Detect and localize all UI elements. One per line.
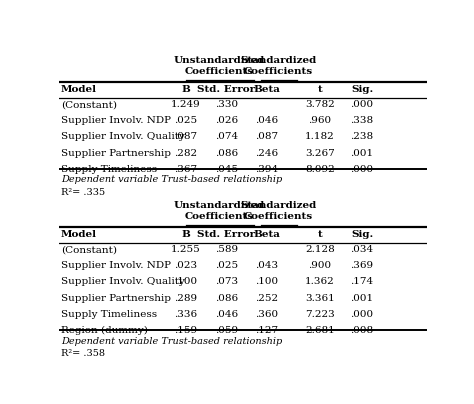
Text: 8.092: 8.092 <box>305 165 335 174</box>
Text: Model: Model <box>61 84 97 94</box>
Text: Standardized
Coefficients: Standardized Coefficients <box>240 56 316 76</box>
Text: .025: .025 <box>215 261 238 270</box>
Text: .589: .589 <box>215 245 238 254</box>
Text: Region (dummy): Region (dummy) <box>61 326 148 335</box>
Text: .336: .336 <box>174 310 198 319</box>
Text: Unstandardized
Coefficients: Unstandardized Coefficients <box>173 201 264 221</box>
Text: .025: .025 <box>174 116 198 125</box>
Text: 3.782: 3.782 <box>305 100 335 109</box>
Text: .059: .059 <box>215 326 238 335</box>
Text: Supplier Involv. NDP: Supplier Involv. NDP <box>61 116 171 125</box>
Text: 1.249: 1.249 <box>171 100 201 109</box>
Text: .026: .026 <box>215 116 238 125</box>
Text: Supply Timeliness: Supply Timeliness <box>61 310 157 319</box>
Text: .001: .001 <box>350 149 374 158</box>
Text: .000: .000 <box>350 100 374 109</box>
Text: 7.223: 7.223 <box>305 310 335 319</box>
Text: .127: .127 <box>255 326 278 335</box>
Text: .246: .246 <box>255 149 278 158</box>
Text: Unstandardized
Coefficients: Unstandardized Coefficients <box>173 56 264 76</box>
Text: .001: .001 <box>350 294 374 303</box>
Text: .087: .087 <box>255 133 278 141</box>
Text: .045: .045 <box>215 165 238 174</box>
Text: Dependent variable Trust-based relationship: Dependent variable Trust-based relations… <box>61 337 283 345</box>
Text: .394: .394 <box>255 165 278 174</box>
Text: .367: .367 <box>174 165 198 174</box>
Text: .000: .000 <box>350 310 374 319</box>
Text: .074: .074 <box>215 133 238 141</box>
Text: B: B <box>182 84 191 94</box>
Text: .086: .086 <box>215 294 238 303</box>
Text: .338: .338 <box>350 116 374 125</box>
Text: .100: .100 <box>255 278 278 286</box>
Text: .000: .000 <box>350 165 374 174</box>
Text: Sig.: Sig. <box>351 229 374 238</box>
Text: Supplier Partnership: Supplier Partnership <box>61 149 171 158</box>
Text: R²= .358: R²= .358 <box>61 349 105 358</box>
Text: 3.267: 3.267 <box>305 149 335 158</box>
Text: Model: Model <box>61 229 97 238</box>
Text: 1.362: 1.362 <box>305 278 335 286</box>
Text: .960: .960 <box>309 116 332 125</box>
Text: Standardized
Coefficients: Standardized Coefficients <box>240 201 316 221</box>
Text: Beta: Beta <box>254 229 280 238</box>
Text: Supplier Involv. Quality: Supplier Involv. Quality <box>61 278 185 286</box>
Text: .073: .073 <box>215 278 238 286</box>
Text: Supplier Partnership: Supplier Partnership <box>61 294 171 303</box>
Text: .330: .330 <box>215 100 238 109</box>
Text: Supply Timeliness: Supply Timeliness <box>61 165 157 174</box>
Text: Dependent variable Trust-based relationship: Dependent variable Trust-based relations… <box>61 175 283 184</box>
Text: (Constant): (Constant) <box>61 100 117 109</box>
Text: R²= .335: R²= .335 <box>61 188 105 197</box>
Text: t: t <box>318 84 322 94</box>
Text: .282: .282 <box>174 149 198 158</box>
Text: Supplier Involv. Quality: Supplier Involv. Quality <box>61 133 185 141</box>
Text: .100: .100 <box>174 278 198 286</box>
Text: .034: .034 <box>350 245 374 254</box>
Text: .238: .238 <box>350 133 374 141</box>
Text: .086: .086 <box>215 149 238 158</box>
Text: Supplier Involv. NDP: Supplier Involv. NDP <box>61 261 171 270</box>
Text: 1.182: 1.182 <box>305 133 335 141</box>
Text: .360: .360 <box>255 310 278 319</box>
Text: .900: .900 <box>309 261 332 270</box>
Text: .159: .159 <box>174 326 198 335</box>
Text: .289: .289 <box>174 294 198 303</box>
Text: .174: .174 <box>350 278 374 286</box>
Text: .023: .023 <box>174 261 198 270</box>
Text: .043: .043 <box>255 261 278 270</box>
Text: (Constant): (Constant) <box>61 245 117 254</box>
Text: Sig.: Sig. <box>351 84 374 94</box>
Text: .008: .008 <box>350 326 374 335</box>
Text: .369: .369 <box>350 261 374 270</box>
Text: .046: .046 <box>255 116 278 125</box>
Text: Std. Error: Std. Error <box>197 84 255 94</box>
Text: Beta: Beta <box>254 84 280 94</box>
Text: B: B <box>182 229 191 238</box>
Text: 2.128: 2.128 <box>305 245 335 254</box>
Text: 2.681: 2.681 <box>305 326 335 335</box>
Text: Std. Error: Std. Error <box>197 229 255 238</box>
Text: .046: .046 <box>215 310 238 319</box>
Text: 3.361: 3.361 <box>305 294 335 303</box>
Text: .087: .087 <box>174 133 198 141</box>
Text: .252: .252 <box>255 294 278 303</box>
Text: 1.255: 1.255 <box>171 245 201 254</box>
Text: t: t <box>318 229 322 238</box>
